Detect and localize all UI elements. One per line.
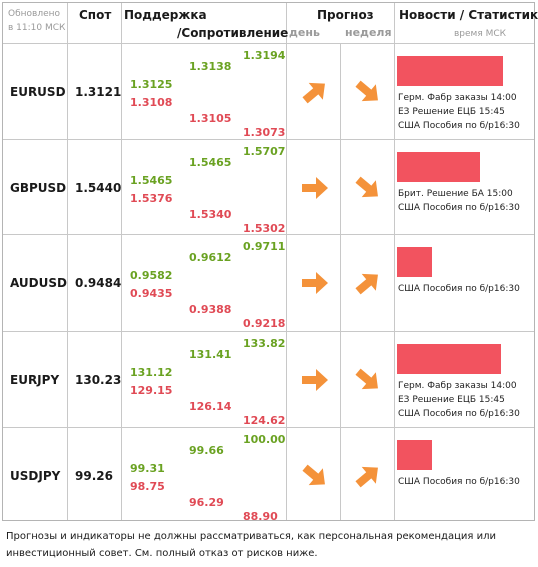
currency-pair: AUDUSD: [10, 276, 67, 290]
news-time-header: время МСК: [454, 29, 507, 39]
forecast-day-arrow-icon: [302, 82, 325, 104]
row-divider: [3, 234, 534, 235]
col-divider: [67, 3, 68, 520]
resistance-3-value: 1.3073: [243, 126, 286, 139]
col-divider: [340, 44, 341, 520]
forecast-day-arrow-icon: [302, 177, 328, 199]
resistance-1-value: 1.3108: [130, 96, 173, 109]
resistance-3-value: 88.90: [243, 510, 278, 523]
resistance-3-value: 0.9218: [243, 317, 286, 330]
forecast-day-arrow-icon: [302, 369, 328, 391]
forecast-day-arrow-icon: [302, 272, 328, 294]
resistance-2-value: 1.5340: [189, 208, 232, 221]
news-item: США Пособия по б/р16:30: [398, 203, 520, 213]
news-item: ЕЗ Решение ЕЦБ 15:45: [398, 107, 505, 117]
support-2-value: 131.41: [189, 348, 232, 361]
news-item: Герм. Фабр заказы 14:00: [398, 93, 517, 103]
currency-pair: GBPUSD: [10, 181, 67, 195]
support-3-value: 133.82: [243, 337, 286, 350]
resistance-3-value: 124.62: [243, 414, 286, 427]
news-item: США Пособия по б/р16:30: [398, 121, 520, 131]
news-importance-bar: [397, 344, 501, 374]
resistance-3-value: 1.5302: [243, 222, 286, 235]
support-1-value: 1.5465: [130, 174, 173, 187]
support-1-value: 99.31: [130, 462, 165, 475]
currency-pair: EURJPY: [10, 373, 60, 387]
forecast-day-arrow-icon: [302, 464, 325, 486]
col-divider: [394, 3, 395, 520]
news-item: США Пособия по б/р16:30: [398, 284, 520, 294]
news-importance-bar: [397, 56, 503, 86]
news-importance-bar: [397, 247, 432, 277]
news-item: Брит. Решение БА 15:00: [398, 189, 513, 199]
news-importance-bar: [397, 440, 432, 470]
resistance-2-value: 126.14: [189, 400, 232, 413]
support-header: Поддержка: [124, 8, 207, 22]
spot-price: 1.5440: [75, 181, 122, 195]
news-item: США Пособия по б/р16:30: [398, 477, 520, 487]
col-divider: [121, 3, 122, 520]
support-3-value: 100.00: [243, 433, 286, 446]
resistance-1-value: 129.15: [130, 384, 173, 397]
spot-price: 130.23: [75, 373, 122, 387]
support-2-value: 1.3138: [189, 60, 232, 73]
updated-time: в 11:10 МСК: [8, 23, 66, 33]
spot-price: 1.3121: [75, 85, 122, 99]
currency-pair: EURUSD: [10, 85, 66, 99]
forecast-week-arrow-icon: [355, 273, 378, 295]
news-item: США Пособия по б/р16:30: [398, 409, 520, 419]
news-item: Герм. Фабр заказы 14:00: [398, 381, 517, 391]
forecast-week-arrow-icon: [355, 368, 378, 390]
row-divider: [3, 43, 534, 44]
col-divider: [286, 3, 287, 520]
resistance-1-value: 1.5376: [130, 192, 173, 205]
spot-price: 99.26: [75, 469, 113, 483]
row-divider: [3, 331, 534, 332]
resistance-2-value: 0.9388: [189, 303, 232, 316]
support-1-value: 1.3125: [130, 78, 173, 91]
updated-label: Обновлено: [8, 9, 61, 19]
resistance-2-value: 96.29: [189, 496, 224, 509]
resistance-1-value: 0.9435: [130, 287, 173, 300]
row-divider: [3, 427, 534, 428]
forecast-day-header: день: [289, 26, 320, 39]
support-3-value: 1.3194: [243, 49, 286, 62]
forecast-week-arrow-icon: [355, 80, 378, 102]
forecast-week-header: неделя: [345, 26, 392, 39]
disclaimer-text: Прогнозы и индикаторы не должны рассматр…: [6, 531, 496, 559]
forecast-week-arrow-icon: [355, 176, 378, 198]
resistance-2-value: 1.3105: [189, 112, 232, 125]
support-2-value: 99.66: [189, 444, 224, 457]
support-3-value: 0.9711: [243, 240, 286, 253]
support-1-value: 131.12: [130, 366, 173, 379]
support-2-value: 1.5465: [189, 156, 232, 169]
spot-header: Спот: [79, 8, 112, 22]
forecast-header: Прогноз: [317, 8, 374, 22]
forecast-table: Обновлено в 11:10 МСК Спот Поддержка /Со…: [2, 2, 538, 523]
support-3-value: 1.5707: [243, 145, 286, 158]
support-1-value: 0.9582: [130, 269, 173, 282]
news-item: ЕЗ Решение ЕЦБ 15:45: [398, 395, 505, 405]
row-divider: [3, 139, 534, 140]
resistance-header: /Сопротивление: [177, 26, 289, 40]
spot-price: 0.9484: [75, 276, 122, 290]
currency-pair: USDJPY: [10, 469, 61, 483]
resistance-1-value: 98.75: [130, 480, 165, 493]
news-importance-bar: [397, 152, 480, 182]
news-header: Новости / Статистика: [399, 8, 538, 22]
support-2-value: 0.9612: [189, 251, 232, 264]
forecast-week-arrow-icon: [355, 466, 378, 488]
